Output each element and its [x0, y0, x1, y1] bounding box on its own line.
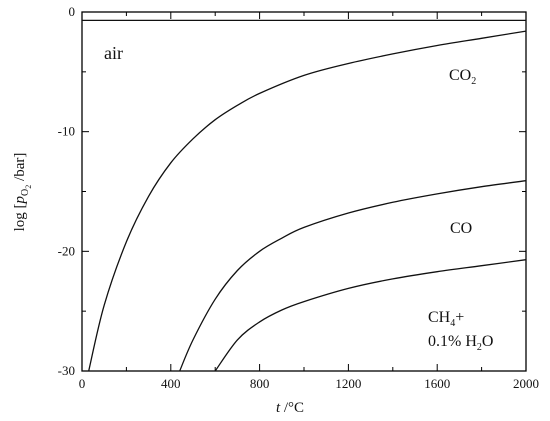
y-tick-label: -30 [58, 363, 75, 378]
annotation-ch4-sub: 4 [450, 318, 455, 329]
tick-marks [81, 11, 527, 372]
annotation-co2-base: CO [449, 67, 471, 84]
x-tick-label: 0 [79, 376, 86, 391]
x-axis-title-unit: /°C [280, 400, 304, 416]
y-axis-title: log [pO2 /bar] [12, 153, 33, 232]
x-tick-label: 800 [250, 376, 270, 391]
x-axis-title-var: t [276, 400, 281, 416]
annotation-ch4-plus: + [455, 309, 464, 326]
y-axis-title-var: p [12, 195, 28, 204]
y-tick-label: 0 [69, 4, 76, 19]
x-tick-label: 1200 [335, 376, 361, 391]
x-tick-label: 1600 [424, 376, 450, 391]
annotation-h2o-prefix: 0.1% H [428, 333, 477, 350]
y-axis-title-suffix: /bar] [12, 153, 28, 185]
y-axis-title-subsub: 2 [24, 185, 33, 189]
x-axis-title: t /°C [276, 400, 304, 416]
y-axis-title-prefix: log [ [12, 203, 28, 231]
annotation-h2o-sub: 2 [477, 342, 482, 353]
series-line-1 [88, 30, 527, 372]
y-axis-title-sub: O [20, 189, 31, 196]
series-line-3 [214, 259, 527, 372]
tick-labels: 0 400 800 1200 1600 2000 0 -10 -20 -30 [58, 4, 539, 391]
annotation-co2: CO2 [449, 67, 476, 87]
annotation-air: air [104, 43, 123, 63]
x-tick-label: 2000 [513, 376, 539, 391]
annotation-h2o-suffix: O [482, 333, 494, 350]
annotation-co: CO [450, 220, 472, 237]
series-line-2 [179, 180, 527, 372]
annotation-ch4: CH4+ [428, 309, 464, 329]
y-tick-label: -10 [58, 124, 75, 139]
y-tick-label: -20 [58, 243, 75, 258]
annotation-h2o: 0.1% H2O [428, 333, 493, 353]
series-layer [82, 19, 527, 372]
x-tick-label: 400 [161, 376, 181, 391]
annotation-ch4-base: CH [428, 309, 451, 326]
annotation-co2-sub: 2 [471, 76, 476, 87]
